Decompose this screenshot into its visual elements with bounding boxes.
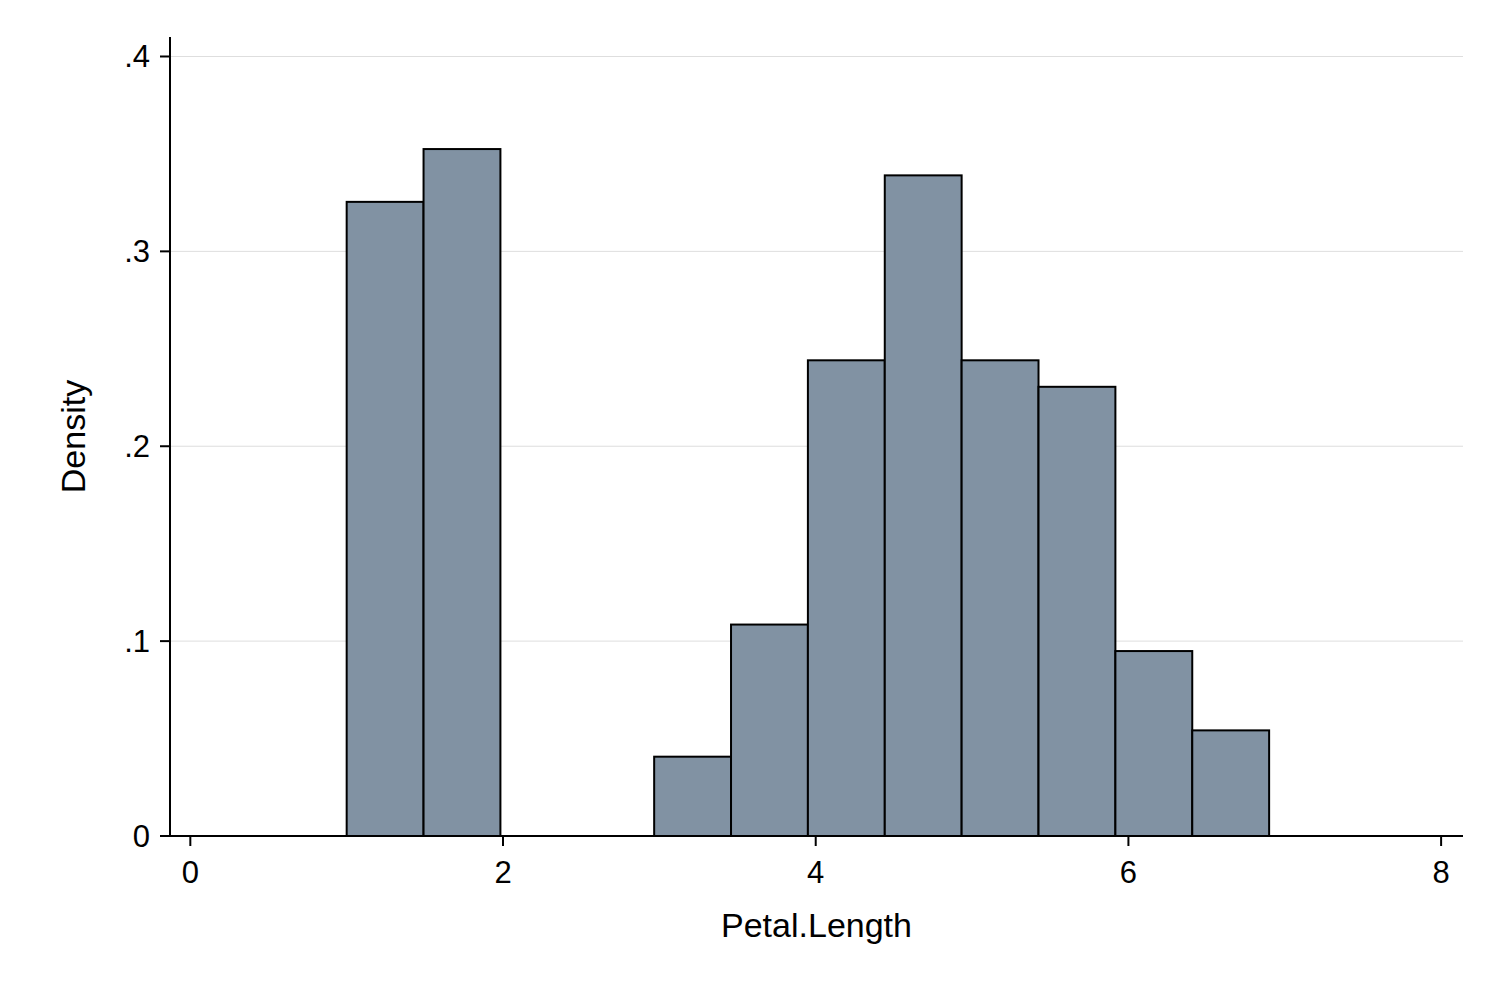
- y-tick-label: .4: [124, 39, 150, 74]
- x-tick: [815, 836, 817, 846]
- x-tick: [189, 836, 191, 846]
- x-tick-label: 6: [1120, 855, 1137, 890]
- bar: [1192, 730, 1269, 836]
- x-axis-title: Petal.Length: [721, 906, 912, 944]
- x-tick: [502, 836, 504, 846]
- x-tick-label: 2: [494, 855, 511, 890]
- y-tick-label: .3: [124, 234, 150, 269]
- bar: [808, 360, 885, 836]
- bars: [347, 149, 1269, 836]
- x-tick-label: 0: [182, 855, 199, 890]
- y-tick-label: .1: [124, 624, 150, 659]
- bar: [962, 360, 1039, 836]
- bar: [1039, 387, 1116, 836]
- x-tick: [1127, 836, 1129, 846]
- x-tick-label: 8: [1432, 855, 1449, 890]
- y-axis: [169, 37, 171, 836]
- bar: [1115, 651, 1192, 836]
- y-axis-title: Density: [54, 380, 92, 493]
- y-tick: [160, 55, 170, 57]
- y-tick: [160, 835, 170, 837]
- bar: [654, 757, 731, 836]
- y-tick-label: .2: [124, 429, 150, 464]
- bar: [885, 175, 962, 836]
- x-tick: [1440, 836, 1442, 846]
- bar: [424, 149, 501, 836]
- bar: [731, 625, 808, 836]
- y-tick: [160, 250, 170, 252]
- y-tick-label: 0: [133, 819, 150, 854]
- x-tick-label: 4: [807, 855, 824, 890]
- y-tick: [160, 445, 170, 447]
- bar: [347, 202, 424, 836]
- grid-line: [170, 56, 1463, 57]
- chart: 0 .1 .2 .3 .4 0 2 4 6 8 Petal.Length Density: [0, 0, 1500, 1000]
- y-tick: [160, 640, 170, 642]
